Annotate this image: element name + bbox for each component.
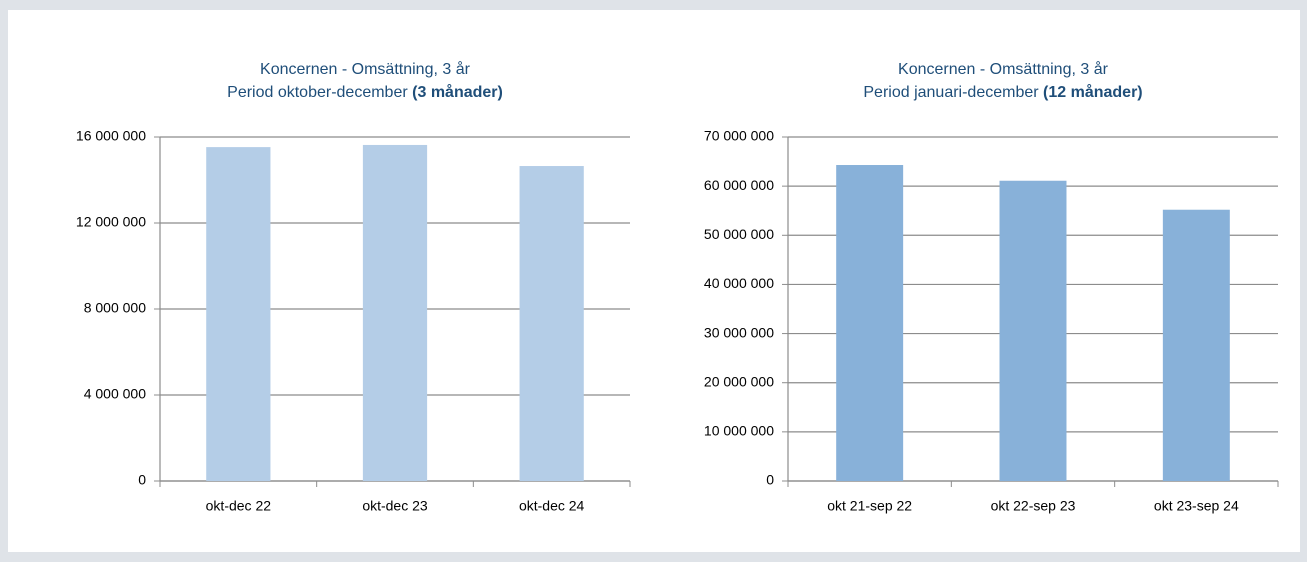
y-tick-label: 4 000 000 (84, 386, 146, 402)
y-tick-label: 40 000 000 (704, 275, 774, 291)
subtitle-emphasis: (3 månader) (412, 83, 503, 101)
y-tick-label: 10 000 000 (704, 423, 774, 439)
x-tick-label: okt-dec 24 (519, 498, 585, 514)
bar (999, 180, 1067, 482)
bar (206, 147, 271, 482)
x-tick-label: okt-dec 23 (362, 498, 428, 514)
y-tick-label: 60 000 000 (704, 177, 774, 193)
y-tick-label: 16 000 000 (76, 128, 146, 144)
chart-subtitle: Period januari-december (12 månader) (863, 83, 1142, 101)
y-tick-label: 0 (138, 472, 146, 488)
subtitle-text: Period januari-december (863, 84, 1039, 101)
subtitle-text: Period oktober-december (227, 84, 408, 101)
chart-title: Koncernen - Omsättning, 3 år (260, 60, 471, 78)
y-tick-label: 12 000 000 (76, 214, 146, 230)
y-tick-label: 8 000 000 (84, 300, 146, 316)
y-tick-label: 0 (766, 472, 774, 488)
chart-title: Koncernen - Omsättning, 3 år (898, 60, 1109, 78)
chart-subtitle: Period oktober-december (3 månader) (227, 83, 503, 101)
x-tick-label: okt 21-sep 22 (827, 498, 912, 514)
bar (836, 165, 904, 482)
y-tick-label: 20 000 000 (704, 373, 774, 389)
bar (519, 166, 584, 481)
y-tick-label: 70 000 000 (704, 128, 774, 144)
x-tick-label: okt-dec 22 (206, 498, 272, 514)
y-tick-label: 30 000 000 (704, 324, 774, 340)
x-tick-label: okt 23-sep 24 (1154, 498, 1239, 514)
bar (1162, 209, 1230, 481)
bar (362, 144, 428, 481)
subtitle-emphasis: (12 månader) (1043, 83, 1143, 101)
chart: Koncernen - Omsättning, 3 år Period janua… (704, 60, 1279, 514)
x-tick-label: okt 22-sep 23 (991, 498, 1076, 514)
y-tick-label: 50 000 000 (704, 226, 774, 242)
chart: Koncernen - Omsättning, 3 år Period oktob… (76, 60, 631, 514)
